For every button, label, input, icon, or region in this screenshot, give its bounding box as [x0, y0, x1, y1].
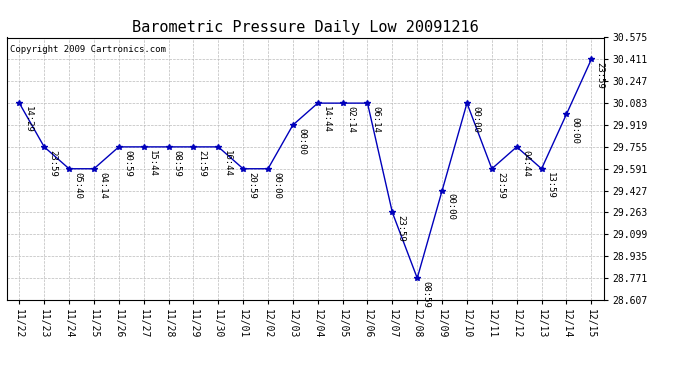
Text: 14:29: 14:29	[23, 106, 32, 133]
Text: 08:59: 08:59	[172, 150, 181, 177]
Text: 04:14: 04:14	[98, 171, 107, 198]
Text: 00:00: 00:00	[471, 106, 480, 133]
Text: 02:14: 02:14	[347, 106, 356, 133]
Text: 00:00: 00:00	[297, 128, 306, 154]
Text: 05:40: 05:40	[73, 171, 82, 198]
Text: 23:59: 23:59	[496, 171, 505, 198]
Text: 08:59: 08:59	[422, 281, 431, 308]
Text: 21:59: 21:59	[197, 150, 206, 177]
Text: 00:00: 00:00	[272, 171, 282, 198]
Text: 00:00: 00:00	[571, 117, 580, 144]
Text: 23:59: 23:59	[397, 215, 406, 242]
Text: 23:59: 23:59	[48, 150, 57, 177]
Text: 16:44: 16:44	[222, 150, 231, 177]
Text: 00:59: 00:59	[123, 150, 132, 177]
Text: 04:44: 04:44	[521, 150, 530, 177]
Title: Barometric Pressure Daily Low 20091216: Barometric Pressure Daily Low 20091216	[132, 20, 479, 35]
Text: 14:44: 14:44	[322, 106, 331, 133]
Text: Copyright 2009 Cartronics.com: Copyright 2009 Cartronics.com	[10, 45, 166, 54]
Text: 06:14: 06:14	[372, 106, 381, 133]
Text: 20:59: 20:59	[247, 171, 256, 198]
Text: 00:00: 00:00	[446, 194, 455, 220]
Text: 13:59: 13:59	[546, 171, 555, 198]
Text: 23:59: 23:59	[595, 62, 604, 89]
Text: 15:44: 15:44	[148, 150, 157, 177]
